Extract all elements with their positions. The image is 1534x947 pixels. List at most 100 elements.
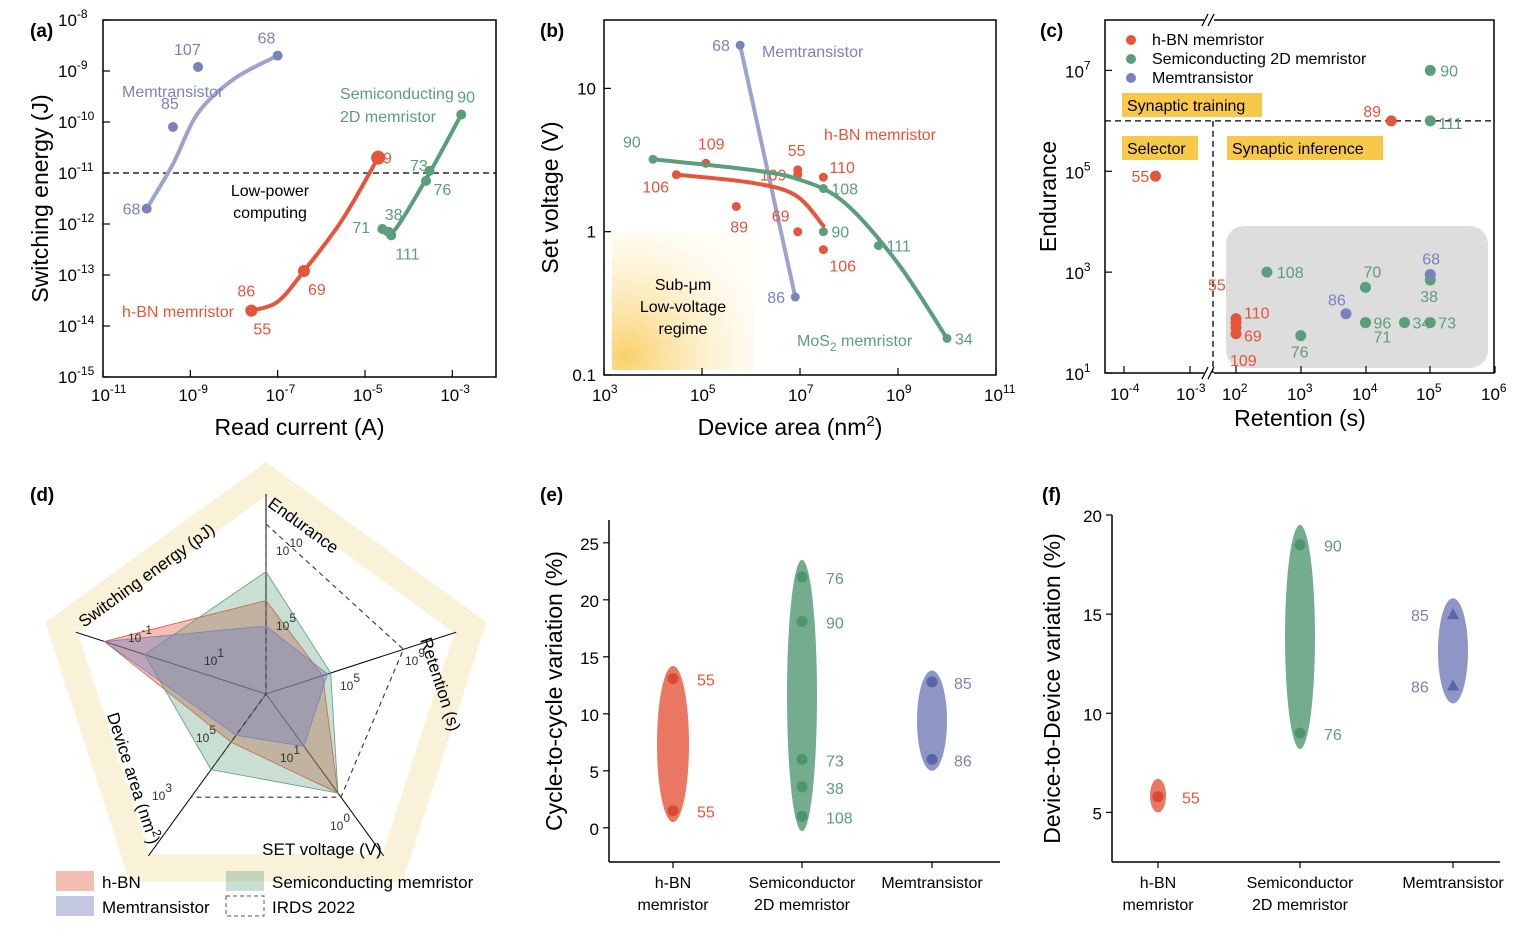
- ref-label: 90: [623, 134, 641, 151]
- point-semi: [796, 615, 808, 627]
- x-axis-label-sup: 2: [866, 413, 874, 430]
- y-tick-label: 10: [577, 79, 596, 98]
- point-semi: [383, 226, 394, 237]
- tick-exponent: 9: [418, 646, 425, 660]
- threshold-label: Low-power: [231, 183, 310, 200]
- point-memtr: [926, 676, 938, 688]
- legend-label: h-BN memristor: [1152, 32, 1265, 49]
- x-tick-label: 10-3: [440, 382, 470, 405]
- y-tick-label: 10-9: [58, 58, 88, 81]
- ref-label: 111: [395, 246, 419, 263]
- tick-base: 10: [353, 386, 372, 405]
- y-tick-label: 10-13: [58, 262, 95, 285]
- tick-exponent: 4: [1371, 381, 1378, 395]
- radar-band: [45, 462, 487, 882]
- ref-label: 55: [1182, 791, 1200, 808]
- tick-base: 10: [58, 266, 77, 285]
- legend-swatch-memtr: [56, 896, 94, 916]
- ref-label: 55: [1208, 278, 1226, 295]
- category-label: memristor: [1122, 897, 1194, 914]
- y-axis-label: Device-to-Device variation (%): [1039, 533, 1065, 844]
- tick-exponent: 5: [353, 671, 360, 685]
- range-ellipse-semi: [787, 559, 817, 832]
- tick-base: 10: [58, 164, 77, 183]
- y-tick-label: 107: [1065, 58, 1091, 81]
- range-ellipse-memtr: [1438, 598, 1468, 704]
- ref-label: 90: [831, 225, 849, 242]
- tick-base: 10: [58, 215, 77, 234]
- series-label: h-BN memristor: [824, 127, 937, 144]
- legend-label: IRDS 2022: [272, 898, 355, 917]
- ref-label: 89: [730, 219, 748, 236]
- x-tick-label: 105: [690, 382, 716, 405]
- legend-marker-memtr: [1126, 73, 1136, 83]
- y-axis-label: Set voltage (V): [537, 121, 563, 273]
- tick-base: 10: [58, 368, 77, 387]
- tick-base: 10: [58, 317, 77, 336]
- panel-letter: (f): [1042, 485, 1061, 506]
- tick-exponent: -3: [459, 382, 470, 396]
- y-tick-label: 10: [1083, 705, 1102, 724]
- y-tick-label: 20: [1083, 507, 1102, 526]
- panel-letter: (a): [30, 21, 53, 42]
- category-label: Semiconductor: [1247, 875, 1354, 892]
- tick-exponent: -7: [285, 382, 296, 396]
- axis-break-top: [1204, 14, 1214, 26]
- tick-base: 10: [1222, 385, 1241, 404]
- tick-exponent: -15: [77, 364, 95, 378]
- category-label: Memtransistor: [1402, 875, 1504, 892]
- tick-base: 10: [690, 386, 709, 405]
- ref-label: 109: [698, 136, 725, 153]
- y-tick-label: 10-10: [58, 109, 95, 132]
- tick-base: 10: [1481, 385, 1500, 404]
- tick-base: 10: [128, 631, 142, 645]
- ref-label: 111: [887, 239, 911, 256]
- region-label: Synaptic training: [1127, 98, 1245, 115]
- ref-label: 69: [308, 282, 326, 299]
- series-memtr-trend: [144, 53, 280, 211]
- point-memtr: [1447, 608, 1459, 620]
- panel-letter: (e): [540, 485, 563, 506]
- point-memtr: [272, 50, 283, 61]
- tick-base: 10: [276, 619, 290, 633]
- point-memtr: [735, 40, 745, 50]
- point-semi: [456, 109, 467, 120]
- y-tick-label: 10-15: [58, 364, 95, 387]
- tick-exponent: 3: [165, 781, 172, 795]
- ref-label: 68: [712, 38, 730, 55]
- legend-label: Memtransistor: [102, 898, 210, 917]
- point-hbn: [818, 245, 828, 255]
- tick-base: 10: [1065, 264, 1084, 283]
- ref-label: 34: [955, 331, 973, 348]
- legend-marker-semi: [1126, 54, 1136, 64]
- tick-base: 10: [58, 113, 77, 132]
- point-memtr: [141, 203, 152, 214]
- ref-label: 73: [826, 753, 844, 770]
- ref-label: 73: [1438, 316, 1456, 333]
- legend-swatch-irds: [225, 895, 265, 917]
- region-label: Synaptic inference: [1232, 141, 1364, 158]
- ref-label: 55: [253, 322, 271, 339]
- x-tick-label: 102: [1222, 381, 1248, 404]
- legend-label: h-BN: [102, 873, 141, 892]
- tick-exponent: -4: [1129, 381, 1140, 395]
- tick-exponent: -13: [77, 262, 95, 276]
- regime-label: Low-voltage: [640, 299, 726, 316]
- tick-exponent: 9: [905, 382, 912, 396]
- ref-label: 96: [1374, 316, 1392, 333]
- ref-label: 109: [1230, 353, 1257, 370]
- point-memtr: [167, 121, 178, 132]
- tick-exponent: 1: [1084, 361, 1091, 375]
- x-tick-label: 105: [1416, 381, 1442, 404]
- radar-axis-title-end: ): [144, 835, 164, 846]
- tick-exponent: 6: [1500, 381, 1507, 395]
- tick-base: 10: [91, 386, 110, 405]
- point-semi: [1295, 330, 1307, 342]
- point-hbn: [667, 805, 679, 817]
- tick-exponent: 7: [807, 382, 814, 396]
- legend-label: Memtransistor: [1152, 70, 1254, 87]
- radar-axis: [265, 693, 384, 857]
- tick-exponent: -14: [77, 313, 95, 327]
